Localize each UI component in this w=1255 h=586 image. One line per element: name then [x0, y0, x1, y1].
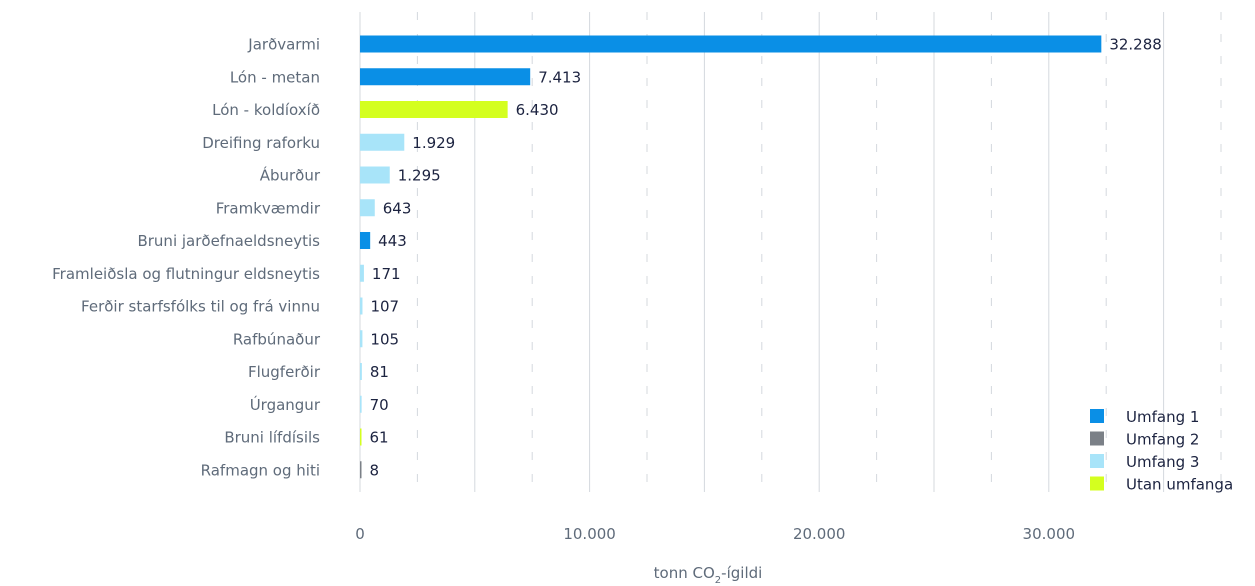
- category-label-fer-ir-starfsfolks-til-og-fra-vinnu: Ferðir starfsfólks til og frá vinnu: [81, 298, 320, 316]
- value-label-fer-ir-starfsfolks-til-og-fra-vinnu: 107: [370, 298, 399, 316]
- legend-swatch-umfang-1: [1090, 409, 1104, 423]
- legend-swatch-umfang-2: [1090, 431, 1104, 446]
- category-label-framkv-mdir: Framkvæmdir: [216, 199, 321, 217]
- legend-swatch-umfang-3: [1090, 454, 1104, 468]
- legend-label-umfang-2: Umfang 2: [1126, 431, 1199, 449]
- bar-framlei-sla-og-flutningur-eldsneytis: [360, 264, 364, 282]
- bar-lon-metan: [360, 68, 531, 86]
- x-tick-label: 20.000: [793, 525, 846, 543]
- value-label-rafmagn-og-hiti: 8: [370, 461, 380, 479]
- bar-dreifing-raforku: [360, 133, 405, 151]
- category-label-framlei-sla-og-flutningur-eldsneytis: Framleiðsla og flutningur eldsneytis: [52, 265, 320, 283]
- category-label-dreifing-raforku: Dreifing raforku: [202, 134, 320, 152]
- category-label-urgangur: Úrgangur: [250, 395, 321, 414]
- value-label-dreifing-raforku: 1.929: [412, 134, 455, 152]
- value-label-urgangur: 70: [370, 396, 389, 414]
- legend: Umfang 1 Umfang 2 Umfang 3 Utan umfanga: [1090, 408, 1233, 494]
- x-axis-ticks: 0 10.000 20.000 30.000: [355, 525, 1075, 543]
- value-label-abur-ur: 1.295: [398, 167, 441, 185]
- bars: [360, 35, 1102, 479]
- bar-rafbuna-ur: [360, 330, 363, 348]
- x-tick-label: 0: [355, 525, 365, 543]
- category-label-rafmagn-og-hiti: Rafmagn og hiti: [201, 461, 320, 479]
- category-labels: Jarðvarmi Lón - metan Lón - koldíoxíð Dreif…: [52, 36, 321, 480]
- category-label-lon-koldioxi: Lón - koldíoxíð: [212, 101, 320, 119]
- bar-rafmagn-og-hiti: [360, 461, 362, 479]
- value-label-bruni-lifdisils: 61: [370, 429, 389, 447]
- bar-flugfer-ir: [360, 363, 362, 380]
- bar-lon-koldioxi: [360, 101, 508, 118]
- bar-bruni-jar-efnaeldsneytis: [360, 232, 371, 249]
- x-axis-title: tonn CO2-ígildi: [654, 564, 763, 586]
- value-label-jar-varmi: 32.288: [1109, 36, 1162, 54]
- category-label-rafbuna-ur: Rafbúnaður: [233, 330, 321, 348]
- legend-label-utan-umfanga: Utan umfanga: [1126, 476, 1233, 494]
- value-label-rafbuna-ur: 105: [370, 330, 399, 348]
- category-label-bruni-lifdisils: Bruni lífdísils: [224, 429, 320, 447]
- value-label-flugfer-ir: 81: [370, 363, 389, 381]
- x-axis-title-subscript: 2: [715, 575, 721, 586]
- category-label-bruni-jar-efnaeldsneytis: Bruni jarðefnaeldsneytis: [137, 232, 320, 250]
- bar-abur-ur: [360, 166, 390, 184]
- category-label-lon-metan: Lón - metan: [230, 68, 320, 86]
- bar-jar-varmi: [360, 35, 1102, 53]
- value-label-framlei-sla-og-flutningur-eldsneytis: 171: [372, 265, 401, 283]
- x-axis-title-suffix: -ígildi: [721, 564, 762, 582]
- value-label-lon-metan: 7.413: [538, 68, 581, 86]
- category-label-jar-varmi: Jarðvarmi: [247, 36, 320, 54]
- value-label-framkv-mdir: 643: [383, 199, 412, 217]
- value-label-lon-koldioxi: 6.430: [516, 101, 559, 119]
- legend-label-umfang-1: Umfang 1: [1126, 408, 1199, 426]
- value-labels: 32.288 7.413 6.430 1.929 1.295 643 443 171 107 10…: [370, 36, 1162, 480]
- bar-urgangur: [360, 395, 362, 413]
- legend-swatch-utan-umfanga: [1090, 476, 1104, 491]
- bar-framkv-mdir: [360, 199, 375, 217]
- bar-fer-ir-starfsfolks-til-og-fra-vinnu: [360, 297, 363, 315]
- value-label-bruni-jar-efnaeldsneytis: 443: [378, 232, 407, 250]
- category-label-abur-ur: Áburður: [260, 166, 321, 185]
- bar-bruni-lifdisils: [360, 428, 362, 446]
- category-label-flugfer-ir: Flugferðir: [248, 363, 321, 381]
- x-tick-label: 30.000: [1023, 525, 1076, 543]
- legend-label-umfang-3: Umfang 3: [1126, 453, 1199, 471]
- x-tick-label: 10.000: [563, 525, 616, 543]
- grid-lines: [359, 12, 1222, 492]
